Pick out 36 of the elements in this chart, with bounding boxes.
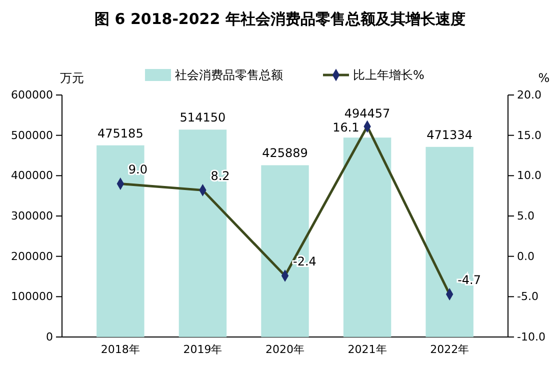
- y2-tick-label: -5.0: [517, 290, 538, 304]
- legend-label: 社会消费品零售总额: [175, 68, 283, 82]
- chart-title: 图 6 2018-2022 年社会消费品零售总额及其增长速度: [94, 10, 466, 28]
- x-tick-label: 2021年: [348, 342, 387, 356]
- y-tick-label: 500000: [11, 128, 53, 142]
- y2-tick-label: 15.0: [517, 128, 542, 142]
- data-label: 475185: [98, 126, 144, 140]
- y2-axis-title: %: [538, 71, 550, 85]
- data-label: 425889: [262, 146, 308, 160]
- x-tick-label: 2019年: [183, 342, 222, 356]
- data-label: 16.1: [332, 120, 360, 134]
- data-label: -2.4: [293, 254, 316, 269]
- data-label: -4.7: [458, 273, 481, 288]
- data-label: 471334: [426, 128, 472, 142]
- x-tick-label: 2018年: [100, 342, 140, 356]
- y-tick-label: 0: [46, 330, 53, 344]
- y-tick-label: 400000: [11, 169, 53, 182]
- y-tick-label: 600000: [11, 88, 53, 102]
- data-label: 494457: [344, 106, 390, 120]
- legend-label: 比上年增长%: [353, 68, 424, 82]
- bar: [178, 130, 227, 337]
- y2-tick-label: 0.0: [517, 250, 534, 263]
- y-tick-label: 100000: [11, 290, 53, 304]
- y-tick-label: 300000: [11, 210, 53, 223]
- data-label: 9.0: [128, 162, 148, 177]
- y2-tick-label: 5.0: [517, 210, 534, 223]
- bar: [343, 138, 392, 337]
- y2-tick-label: 20.0: [517, 88, 542, 102]
- data-label: 8.2: [210, 169, 230, 184]
- y-axis-title: 万元: [60, 71, 84, 85]
- y2-tick-label: 10.0: [517, 169, 542, 182]
- x-tick-label: 2022年: [430, 342, 470, 356]
- y2-tick-label: -10.0: [517, 330, 546, 344]
- y-tick-label: 200000: [11, 250, 53, 263]
- data-label: 514150: [180, 110, 226, 125]
- x-tick-label: 2020年: [266, 342, 304, 356]
